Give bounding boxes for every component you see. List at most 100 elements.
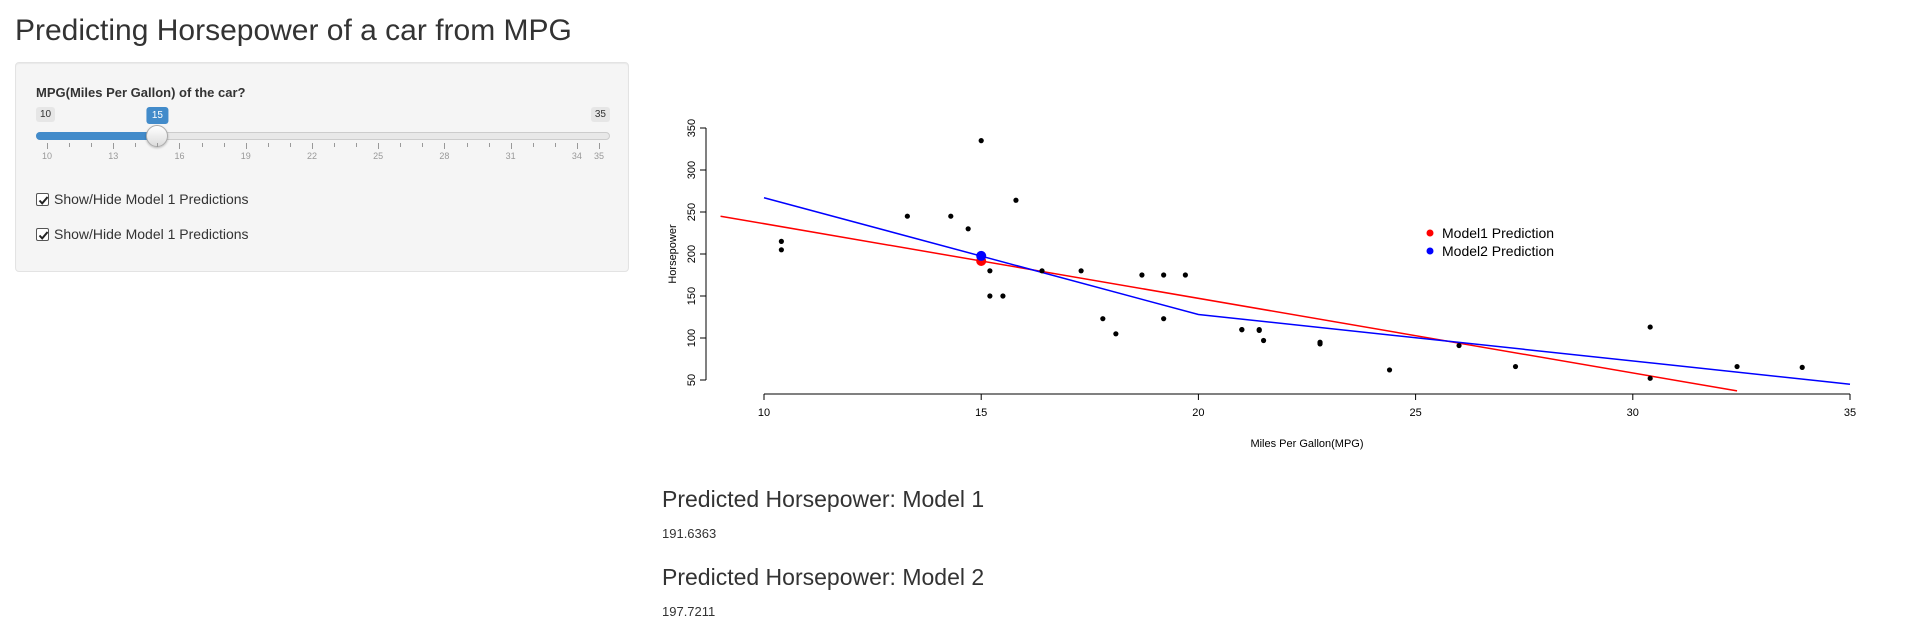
legend-marker <box>1426 229 1434 237</box>
slider-ticks: 10 13 16 19 22 25 28 31 34 35 <box>36 143 610 167</box>
x-axis-label: Miles Per Gallon(MPG) <box>1250 438 1363 450</box>
y-tick-label: 250 <box>686 203 698 221</box>
checkbox-model1[interactable]: Show/Hide Model 1 Predictions <box>36 191 249 207</box>
slider-tick <box>599 143 600 149</box>
checkbox-model2-box[interactable] <box>36 227 49 241</box>
data-point <box>948 213 954 219</box>
data-point <box>1000 293 1006 299</box>
slider-tick <box>378 143 380 149</box>
data-point <box>1647 375 1653 381</box>
model2-output-title: Predicted Horsepower: Model 2 <box>662 564 985 590</box>
slider-min-label: 10 <box>36 107 56 122</box>
page-title: Predicting Horsepower of a car from MPG <box>15 14 572 47</box>
x-tick-label: 35 <box>1844 407 1856 419</box>
slider-max-label: 35 <box>590 107 610 122</box>
chart-legend: Model1 Prediction Model2 Prediction <box>1426 225 1554 259</box>
chart-axes: 10 15 20 25 30 35 50 100 150 200 250 300 350 <box>686 119 1856 419</box>
slider-tick <box>554 143 556 147</box>
data-point <box>1386 367 1393 373</box>
legend-marker <box>1426 247 1434 255</box>
slider-tick <box>135 143 137 147</box>
data-point <box>1317 339 1323 345</box>
slider-tick <box>444 143 446 149</box>
data-point <box>1260 337 1267 344</box>
x-tick-label: 25 <box>1409 407 1421 419</box>
slider-tick <box>245 143 247 149</box>
slider-tick-label: 19 <box>240 151 251 161</box>
data-point <box>987 268 993 274</box>
legend-label: Model1 Prediction <box>1442 225 1554 241</box>
model2-line <box>763 196 1851 385</box>
checkbox-model2-label: Show/Hide Model 1 Predictions <box>54 226 249 242</box>
model1-line <box>720 215 1738 392</box>
data-point <box>1078 268 1084 274</box>
data-point <box>978 138 984 144</box>
slider-tick <box>576 143 578 149</box>
y-tick-label: 200 <box>686 245 698 263</box>
slider-tick-label: 16 <box>174 151 185 161</box>
data-point <box>1013 197 1019 203</box>
slider-tick <box>157 143 159 147</box>
x-tick-label: 10 <box>758 407 770 419</box>
slider-tick-label: 13 <box>108 151 119 161</box>
slider-label: MPG(Miles Per Gallon) of the car? <box>36 85 246 100</box>
checkbox-model2[interactable]: Show/Hide Model 1 Predictions <box>36 226 249 242</box>
data-point <box>1161 272 1167 278</box>
slider-tick <box>356 143 358 147</box>
model1-output-value: 191.6363 <box>662 526 717 541</box>
chart-points <box>778 138 1805 381</box>
slider-tick <box>91 143 93 147</box>
slider-tick-label: 22 <box>306 151 317 161</box>
checkbox-model1-box[interactable] <box>36 192 49 206</box>
slider-tick-label: 34 <box>571 151 582 161</box>
data-point <box>1113 331 1119 337</box>
slider-tick <box>223 143 225 147</box>
slider-tick <box>488 143 490 147</box>
slider-tick-label: 10 <box>41 151 53 161</box>
y-tick-label: 300 <box>686 161 698 179</box>
y-tick-label: 50 <box>686 374 698 386</box>
slider-value-label: 15 <box>146 107 168 124</box>
slider-tick <box>334 143 336 147</box>
data-point <box>904 213 910 219</box>
slider-tick-label: 25 <box>373 151 384 161</box>
data-point <box>1100 316 1106 322</box>
slider-tick <box>69 143 71 147</box>
slider-tick <box>422 143 424 147</box>
model1-output-title: Predicted Horsepower: Model 1 <box>662 486 985 512</box>
slider-tick <box>113 143 115 149</box>
data-point <box>987 293 993 299</box>
x-tick-label: 20 <box>1192 407 1204 419</box>
legend-label: Model2 Prediction <box>1442 243 1554 259</box>
data-point <box>1512 363 1519 370</box>
data-point <box>1256 327 1262 334</box>
scatter-chart: 10 15 20 25 30 35 50 100 150 200 250 300 350 Model1 … <box>667 119 1856 450</box>
y-axis-label: Horsepower <box>667 224 679 284</box>
slider-tick <box>400 143 402 147</box>
slider-tick <box>289 143 291 147</box>
data-point <box>1239 327 1245 333</box>
slider-tick <box>47 143 48 149</box>
chart-predictions <box>976 250 987 267</box>
slider-tick <box>201 143 203 147</box>
data-point <box>1039 268 1045 274</box>
slider-fill <box>36 132 158 140</box>
data-point <box>1799 364 1805 370</box>
model2-prediction-point <box>976 250 987 261</box>
data-point <box>1139 272 1145 278</box>
data-point <box>778 238 784 244</box>
sidebar-panel: MPG(Miles Per Gallon) of the car? 10 35 … <box>15 62 629 272</box>
x-tick-label: 30 <box>1627 407 1639 419</box>
checkbox-model1-label: Show/Hide Model 1 Predictions <box>54 191 249 207</box>
chart-lines <box>720 196 1851 392</box>
x-tick-label: 15 <box>975 407 987 419</box>
data-point <box>1647 324 1653 330</box>
data-point <box>1456 342 1462 349</box>
data-point <box>1182 272 1188 278</box>
data-point <box>778 247 784 253</box>
slider-tick-label: 31 <box>505 151 516 161</box>
mpg-slider[interactable]: 10 35 15 10 13 16 19 22 25 28 31 34 35 <box>36 107 610 167</box>
slider-tick <box>466 143 468 147</box>
data-point <box>1734 363 1740 370</box>
slider-tick <box>311 143 313 149</box>
